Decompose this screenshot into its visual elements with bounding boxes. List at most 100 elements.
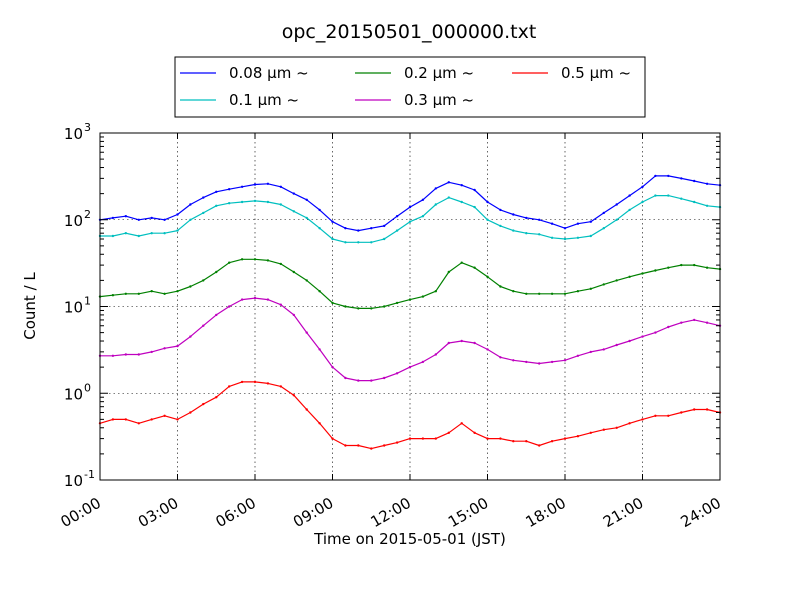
data-point: [602, 211, 605, 215]
legend-box: [174, 56, 646, 118]
data-point: [189, 218, 192, 221]
data-point: [421, 437, 425, 440]
data-point: [137, 422, 140, 425]
data-point: [499, 437, 502, 440]
data-point: [641, 335, 644, 338]
data-point: [563, 237, 567, 241]
data-point: [124, 418, 128, 421]
data-point: [460, 261, 463, 264]
data-point: [576, 222, 580, 225]
data-point: [176, 344, 179, 348]
data-point: [705, 408, 709, 411]
data-point: [292, 270, 295, 274]
data-point: [473, 188, 476, 192]
data-point: [305, 279, 308, 282]
y-tick-exponent: 0: [84, 381, 91, 394]
data-point: [240, 200, 244, 204]
data-point: [163, 347, 166, 350]
data-point: [202, 402, 205, 406]
data-point: [512, 359, 515, 362]
data-point: [279, 185, 282, 188]
data-point: [124, 232, 128, 235]
data-point: [124, 292, 128, 295]
data-point: [215, 313, 218, 317]
data-point: [447, 431, 450, 434]
data-point: [563, 437, 567, 440]
y-tick-label: 10: [64, 472, 83, 490]
data-point: [305, 216, 308, 220]
data-point: [486, 200, 489, 204]
data-point: [460, 339, 463, 343]
data-point: [434, 187, 437, 190]
data-point: [357, 229, 360, 232]
data-point: [563, 227, 567, 230]
data-point: [318, 208, 321, 212]
data-point: [305, 198, 308, 201]
y-tick-label: 10: [64, 299, 83, 317]
data-point: [693, 318, 696, 322]
data-point: [576, 435, 580, 438]
data-point: [137, 292, 140, 295]
data-point: [228, 188, 231, 191]
data-point: [538, 292, 541, 295]
data-point: [512, 229, 515, 232]
data-point: [641, 418, 644, 421]
data-point: [357, 241, 360, 244]
data-point: [486, 218, 489, 221]
data-point: [266, 200, 270, 204]
data-point: [266, 259, 270, 262]
data-point: [434, 290, 437, 293]
data-point: [408, 365, 412, 369]
data-point: [550, 222, 554, 225]
data-point: [176, 213, 179, 216]
data-point: [215, 204, 218, 207]
chart-title: opc_20150501_000000.txt: [282, 21, 537, 43]
data-point: [279, 262, 282, 266]
data-point: [667, 325, 670, 329]
data-point: [176, 418, 179, 421]
data-point: [499, 356, 502, 359]
data-point: [563, 359, 567, 362]
data-point: [421, 360, 425, 364]
data-point: [370, 241, 373, 244]
data-point: [693, 179, 696, 183]
data-point: [680, 263, 683, 267]
data-point: [215, 270, 218, 274]
data-point: [499, 224, 502, 228]
data-point: [525, 216, 528, 220]
data-point: [628, 422, 631, 425]
data-point: [202, 324, 205, 327]
data-point: [550, 292, 554, 295]
data-point: [163, 232, 166, 235]
data-point: [538, 233, 541, 236]
data-point: [421, 198, 425, 201]
data-point: [473, 341, 476, 345]
data-point: [331, 237, 334, 241]
ticks: [99, 132, 721, 481]
data-point: [628, 339, 631, 343]
data-point: [344, 444, 347, 447]
y-axis-label: Count / L: [21, 272, 39, 340]
data-point: [602, 348, 605, 351]
data-point: [408, 205, 412, 209]
data-point: [589, 350, 592, 354]
data-point: [512, 440, 515, 443]
data-point: [253, 199, 257, 203]
data-point: [460, 184, 463, 187]
data-point: [331, 220, 334, 223]
y-tick-exponent: 3: [84, 121, 91, 134]
y-tick-exponent: 2: [84, 208, 91, 221]
data-point: [693, 263, 696, 267]
data-point: [395, 441, 399, 444]
data-point: [615, 426, 618, 429]
data-point: [589, 431, 592, 434]
data-point: [705, 266, 709, 269]
data-point: [602, 227, 605, 230]
data-point: [202, 279, 205, 282]
data-point: [589, 287, 592, 290]
data-point: [253, 258, 257, 261]
data-point: [499, 285, 502, 288]
data-point: [163, 292, 166, 295]
